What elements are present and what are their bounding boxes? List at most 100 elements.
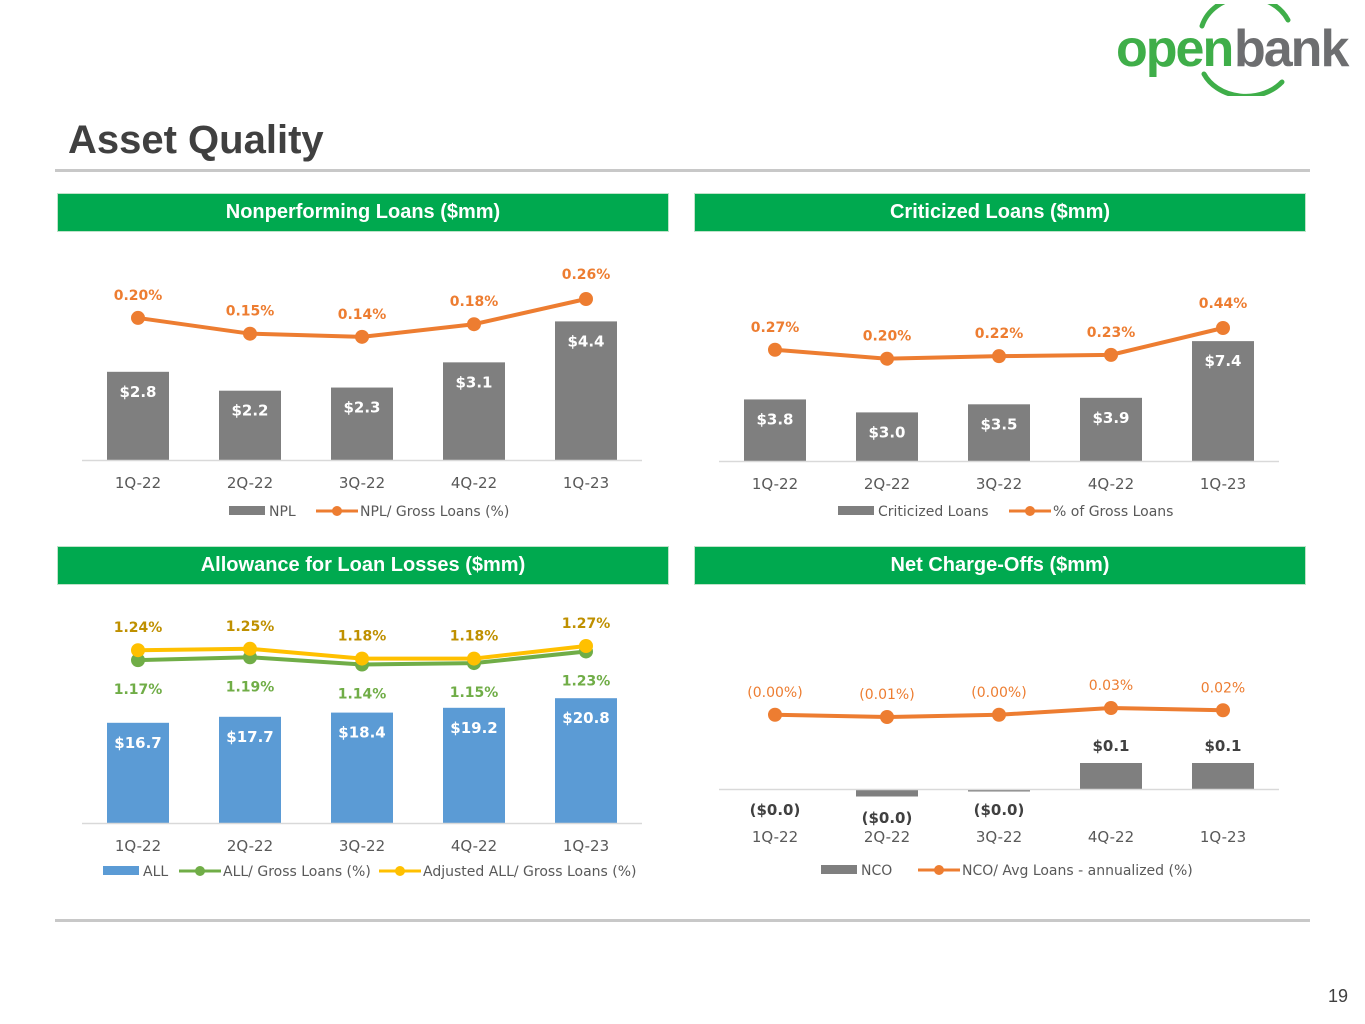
page-number: 19 bbox=[1327, 986, 1348, 1006]
bar-4Q-22 bbox=[443, 707, 505, 823]
series-point-0-2Q-22 bbox=[880, 710, 894, 724]
bar-1Q-23 bbox=[555, 321, 617, 460]
legend-marker-1 bbox=[1025, 506, 1035, 516]
bar-3Q-22 bbox=[968, 404, 1030, 461]
series-point-0-3Q-22 bbox=[992, 707, 1006, 722]
legend-marker-2 bbox=[395, 866, 405, 876]
bar-value-label-2Q-22: $2.2 bbox=[231, 402, 268, 420]
legend-label-1: ALL/ Gross Loans (%) bbox=[223, 864, 371, 880]
x-tick-4Q-22: 4Q-22 bbox=[451, 837, 497, 855]
openbank-logo: open bank bbox=[1116, 4, 1351, 96]
x-tick-2Q-22: 2Q-22 bbox=[227, 837, 273, 855]
series-point-0-1Q-23 bbox=[1216, 321, 1230, 335]
nco-chart: ($0.0) ($0.0) ($0.0) $0.1 $0.1 1Q-22 2Q-22 3Q-2… bbox=[719, 678, 1279, 879]
series-point-0-1Q-22 bbox=[131, 310, 145, 325]
series-point-label-0-1Q-22: 0.27% bbox=[751, 320, 800, 336]
legend-swatch-0 bbox=[838, 506, 874, 515]
x-tick-3Q-22: 3Q-22 bbox=[976, 828, 1022, 846]
bar-1Q-23 bbox=[555, 698, 617, 823]
bar-value-label-3Q-22: ($0.0) bbox=[974, 801, 1025, 819]
bar-2Q-22 bbox=[219, 390, 281, 460]
series-point-label-0-3Q-22: 0.14% bbox=[338, 307, 387, 323]
series-point-label-0-4Q-22: 1.15% bbox=[450, 685, 499, 701]
bar-value-label-1Q-22: ($0.0) bbox=[750, 801, 801, 819]
series-point-0-3Q-22 bbox=[355, 329, 369, 344]
bar-value-label-2Q-22: $17.7 bbox=[226, 728, 273, 746]
series-point-0-1Q-22 bbox=[131, 653, 145, 668]
series-point-label-0-1Q-23: 0.02% bbox=[1201, 680, 1245, 696]
legend-label-1: NCO/ Avg Loans - annualized (%) bbox=[962, 863, 1193, 879]
bar-1Q-23 bbox=[1192, 763, 1254, 789]
logo-text-open: open bbox=[1116, 20, 1232, 78]
x-tick-1Q-23: 1Q-23 bbox=[563, 474, 609, 492]
x-tick-2Q-22: 2Q-22 bbox=[864, 828, 910, 846]
series-point-label-0-1Q-23: 0.44% bbox=[1199, 296, 1248, 312]
legend-swatch-0 bbox=[229, 506, 265, 515]
bar-value-label-1Q-22: $3.8 bbox=[756, 410, 793, 428]
panel-header-npl: Nonperforming Loans ($mm) bbox=[57, 193, 669, 232]
legend-swatch-0 bbox=[103, 866, 139, 875]
npl-chart: $2.8 $2.2 $2.3 $3.1 $4.4 1Q-22 2Q-22 3Q-22 4Q-22… bbox=[82, 267, 642, 520]
bar-2Q-22 bbox=[219, 716, 281, 823]
legend-marker-1 bbox=[195, 866, 205, 876]
bar-value-label-1Q-23: $7.4 bbox=[1204, 352, 1241, 370]
bar-value-label-3Q-22: $18.4 bbox=[338, 724, 385, 742]
x-tick-1Q-22: 1Q-22 bbox=[752, 475, 798, 493]
series-point-label-0-1Q-22: 0.20% bbox=[114, 288, 163, 304]
series-point-label-1-2Q-22: 1.25% bbox=[226, 619, 275, 635]
bar-2Q-22 bbox=[856, 789, 918, 797]
legend-label-0: ALL bbox=[143, 864, 168, 880]
series-point-label-0-2Q-22: (0.01%) bbox=[859, 687, 914, 703]
series-point-label-0-2Q-22: 1.19% bbox=[226, 679, 275, 695]
x-tick-1Q-23: 1Q-23 bbox=[563, 837, 609, 855]
panel-header-nco: Net Charge-Offs ($mm) bbox=[694, 546, 1306, 585]
x-tick-3Q-22: 3Q-22 bbox=[339, 474, 385, 492]
bar-value-label-1Q-22: $2.8 bbox=[119, 383, 156, 401]
series-point-label-0-1Q-22: 1.17% bbox=[114, 682, 163, 698]
bar-value-label-1Q-23: $4.4 bbox=[567, 332, 604, 350]
series-point-label-0-2Q-22: 0.15% bbox=[226, 304, 275, 320]
bottom-divider bbox=[55, 919, 1310, 922]
series-point-label-1-4Q-22: 1.18% bbox=[450, 629, 499, 645]
series-point-label-0-1Q-23: 0.26% bbox=[562, 267, 611, 283]
x-tick-1Q-22: 1Q-22 bbox=[115, 837, 161, 855]
series-point-label-0-2Q-22: 0.20% bbox=[863, 329, 912, 345]
x-tick-3Q-22: 3Q-22 bbox=[976, 475, 1022, 493]
legend-label-0: NPL bbox=[269, 504, 296, 520]
series-point-label-0-1Q-22: (0.00%) bbox=[747, 685, 802, 701]
legend-label-0: NCO bbox=[861, 863, 892, 879]
bar-1Q-22 bbox=[744, 399, 806, 461]
bar-value-label-1Q-23: $0.1 bbox=[1204, 737, 1241, 755]
bar-4Q-22 bbox=[443, 362, 505, 460]
series-point-0-4Q-22 bbox=[1104, 347, 1118, 362]
series-point-0-1Q-22 bbox=[768, 342, 782, 357]
legend-label-1: NPL/ Gross Loans (%) bbox=[360, 504, 509, 520]
page-title: Asset Quality bbox=[68, 118, 324, 162]
bar-value-label-4Q-22: $3.1 bbox=[455, 373, 492, 391]
bar-1Q-22 bbox=[107, 371, 169, 460]
bar-1Q-23 bbox=[1192, 341, 1254, 461]
series-point-label-0-3Q-22: (0.00%) bbox=[971, 685, 1026, 701]
series-point-0-1Q-23 bbox=[1216, 703, 1230, 718]
series-point-1-4Q-22 bbox=[467, 651, 481, 666]
x-tick-1Q-23: 1Q-23 bbox=[1200, 475, 1246, 493]
bar-1Q-22 bbox=[107, 722, 169, 823]
bar-4Q-22 bbox=[1080, 763, 1142, 789]
bar-2Q-22 bbox=[856, 412, 918, 461]
series-point-0-4Q-22 bbox=[467, 317, 481, 332]
series-point-0-1Q-23 bbox=[579, 292, 593, 306]
x-tick-3Q-22: 3Q-22 bbox=[339, 837, 385, 855]
x-tick-4Q-22: 4Q-22 bbox=[1088, 828, 1134, 846]
bar-value-label-4Q-22: $19.2 bbox=[450, 719, 497, 737]
series-point-label-0-4Q-22: 0.18% bbox=[450, 294, 499, 310]
x-tick-1Q-23: 1Q-23 bbox=[1200, 828, 1246, 846]
x-tick-1Q-22: 1Q-22 bbox=[115, 474, 161, 492]
series-point-0-4Q-22 bbox=[1104, 701, 1118, 715]
x-tick-4Q-22: 4Q-22 bbox=[451, 474, 497, 492]
bar-value-label-2Q-22: $3.0 bbox=[868, 423, 905, 441]
bar-value-label-4Q-22: $0.1 bbox=[1092, 737, 1129, 755]
series-point-label-1-3Q-22: 1.18% bbox=[338, 629, 387, 645]
bar-value-label-1Q-22: $16.7 bbox=[114, 734, 161, 752]
bar-3Q-22 bbox=[331, 387, 393, 460]
series-point-0-3Q-22 bbox=[992, 349, 1006, 364]
